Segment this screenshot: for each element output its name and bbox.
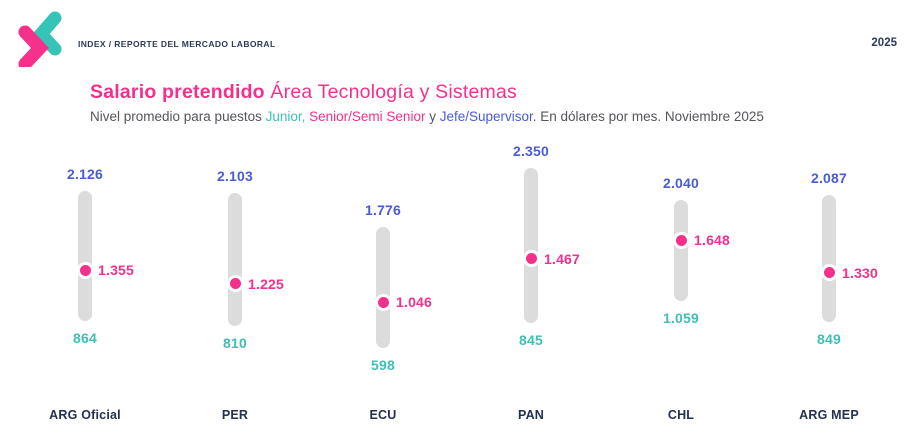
- category-label: CHL: [667, 408, 695, 422]
- subtitle-senior: Senior/Semi Senior: [309, 109, 426, 124]
- max-value-label: 2.350: [512, 142, 550, 159]
- category-label: ECU: [369, 408, 397, 422]
- subtitle-jefe: Jefe/Supervisor: [439, 109, 533, 124]
- subtitle-junior: Junior,: [265, 109, 306, 124]
- page-title: Salario pretendido Área Tecnología y Sis…: [90, 80, 517, 104]
- mid-value-dot: [522, 250, 540, 268]
- subtitle-sep2: y: [425, 109, 440, 124]
- min-value-label: 1.059: [662, 309, 700, 326]
- category-label: PER: [221, 408, 249, 422]
- category-label: PAN: [517, 408, 545, 422]
- index-logo-icon: [18, 11, 62, 67]
- page-title-bold: Salario pretendido: [90, 81, 265, 103]
- min-value-label: 845: [519, 331, 543, 348]
- page-title-regular: Área Tecnología y Sistemas: [270, 81, 517, 103]
- mid-value-label: 1.648: [694, 232, 731, 249]
- mid-value-label: 1.225: [248, 275, 285, 292]
- category-label: ARG MEP: [799, 408, 859, 422]
- max-value-label: 2.087: [810, 169, 848, 186]
- min-value-label: 849: [817, 331, 841, 348]
- category-label: ARG Oficial: [49, 408, 121, 422]
- min-value-label: 864: [73, 329, 97, 346]
- mid-value-dot: [76, 261, 94, 279]
- mid-value-dot: [226, 275, 244, 293]
- max-value-label: 2.103: [216, 168, 254, 185]
- min-value-label: 810: [223, 335, 247, 352]
- mid-value-dot: [374, 293, 392, 311]
- mid-value-label: 1.046: [396, 294, 433, 311]
- page-subtitle: Nivel promedio para puestos Junior, Seni…: [90, 107, 764, 126]
- mid-value-dot: [820, 264, 838, 282]
- max-value-label: 1.776: [364, 201, 402, 218]
- range-bar: [376, 226, 390, 349]
- max-value-label: 2.040: [662, 174, 700, 191]
- breadcrumb: INDEX / REPORTE DEL MERCADO LABORAL: [78, 39, 276, 49]
- mid-value-label: 1.330: [842, 264, 879, 281]
- range-bar: [228, 193, 242, 327]
- year-label: 2025: [871, 37, 897, 49]
- mid-value-label: 1.467: [544, 250, 581, 267]
- range-bar: [822, 194, 836, 323]
- subtitle-suffix: . En dólares por mes. Noviembre 2025: [532, 109, 764, 124]
- min-value-label: 598: [371, 357, 395, 374]
- mid-value-dot: [672, 231, 690, 249]
- max-value-label: 2.126: [66, 165, 104, 182]
- range-bar: [524, 167, 538, 323]
- range-bar: [674, 199, 688, 301]
- mid-value-label: 1.355: [98, 262, 135, 279]
- range-bar: [78, 190, 92, 321]
- subtitle-prefix: Nivel promedio para puestos: [90, 109, 266, 124]
